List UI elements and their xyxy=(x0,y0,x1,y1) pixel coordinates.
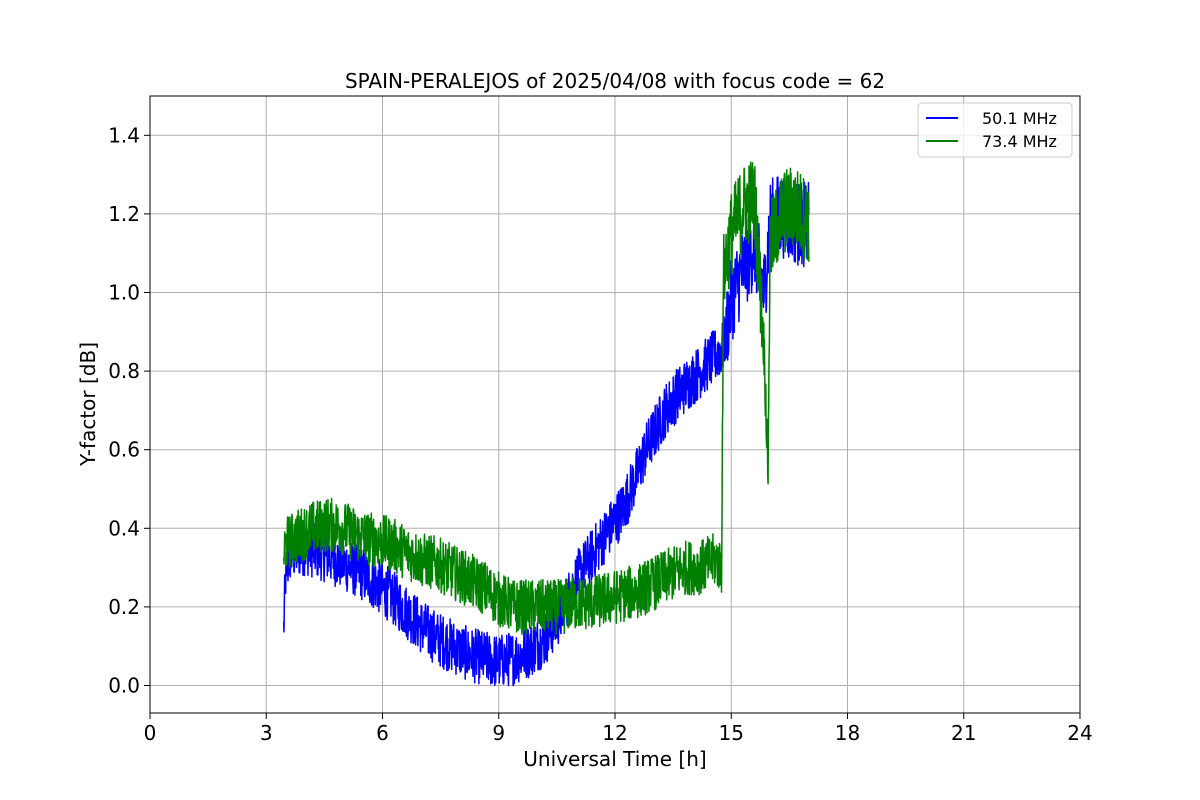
legend-label: 50.1 MHz xyxy=(982,109,1057,128)
x-tick-label: 18 xyxy=(835,721,860,745)
series-line-2 xyxy=(282,161,810,635)
y-tick-label: 0.8 xyxy=(108,359,140,383)
y-tick-label: 1.4 xyxy=(108,123,140,147)
legend-label: 73.4 MHz xyxy=(982,132,1057,151)
x-tick-label: 15 xyxy=(719,721,744,745)
legend: 50.1 MHz 73.4 MHz xyxy=(917,102,1073,158)
x-tick-label: 12 xyxy=(602,721,627,745)
y-tick-label: 0.0 xyxy=(108,673,140,697)
x-tick-label: 0 xyxy=(144,721,157,745)
y-tick-label: 1.0 xyxy=(108,280,140,304)
x-axis-label: Universal Time [h] xyxy=(523,747,706,771)
legend-box xyxy=(917,102,1073,158)
x-tick-label: 24 xyxy=(1067,721,1092,745)
y-tick-label: 0.4 xyxy=(108,516,140,540)
x-axis: 0 3 6 9 12 15 18 21 24 xyxy=(144,713,1093,745)
x-tick-label: 21 xyxy=(951,721,976,745)
x-tick-label: 6 xyxy=(376,721,389,745)
x-tick-label: 9 xyxy=(492,721,505,745)
series-layer xyxy=(282,161,810,687)
x-tick-label: 3 xyxy=(260,721,273,745)
chart-title: SPAIN-PERALEJOS of 2025/04/08 with focus… xyxy=(345,69,885,93)
y-tick-label: 0.2 xyxy=(108,595,140,619)
y-axis-label: Y-factor [dB] xyxy=(76,342,100,467)
y-tick-label: 1.2 xyxy=(108,202,140,226)
y-axis: 0.0 0.2 0.4 0.6 0.8 1.0 1.2 1.4 xyxy=(108,123,150,697)
y-tick-label: 0.6 xyxy=(108,438,140,462)
